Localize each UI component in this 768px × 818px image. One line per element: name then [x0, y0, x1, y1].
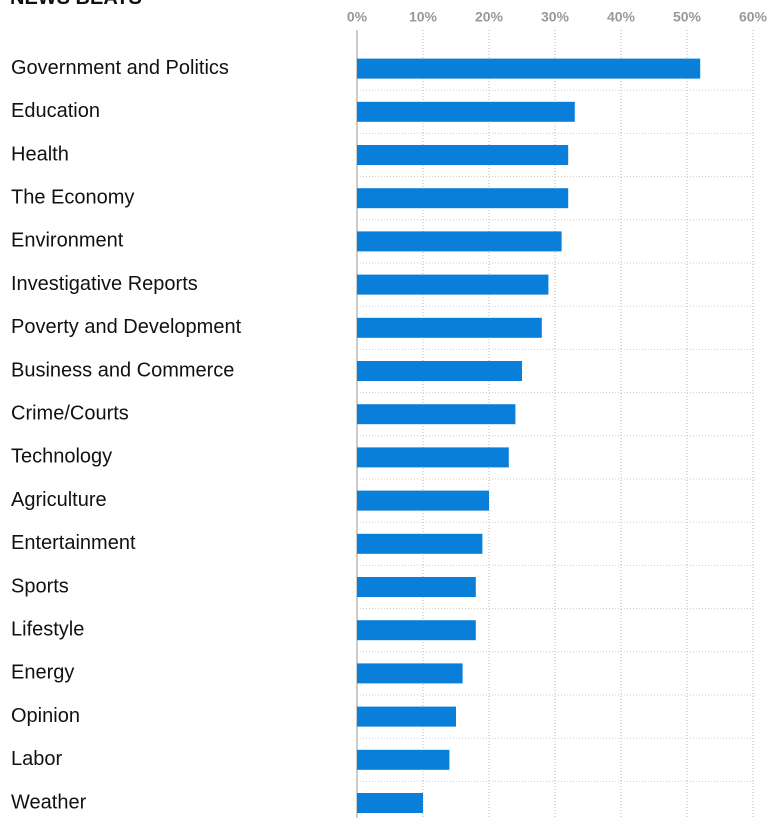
category-label: Labor: [11, 748, 62, 770]
bar: [357, 490, 489, 511]
category-label: Education: [11, 100, 100, 122]
category-label: The Economy: [11, 186, 134, 208]
category-label: Agriculture: [11, 489, 107, 511]
category-label: Health: [11, 143, 69, 165]
category-label: Government and Politics: [11, 57, 229, 79]
category-label: Business and Commerce: [11, 359, 234, 381]
category-label: Technology: [11, 446, 112, 468]
bar: [357, 188, 569, 209]
category-label: Sports: [11, 575, 69, 597]
category-label: Opinion: [11, 705, 80, 727]
bar: [357, 58, 701, 79]
category-label: Entertainment: [11, 532, 136, 554]
bar: [357, 101, 575, 122]
bar: [357, 663, 463, 684]
x-tick-label: 20%: [475, 9, 504, 25]
category-label: Investigative Reports: [11, 273, 198, 295]
x-tick-label: 30%: [541, 9, 570, 25]
bar: [357, 533, 483, 554]
bar: [357, 361, 522, 381]
x-tick-label: 50%: [673, 9, 702, 25]
bar: [357, 577, 476, 597]
bar: [357, 620, 476, 641]
bar: [357, 145, 569, 165]
x-tick-label: 0%: [347, 9, 368, 25]
category-label: Lifestyle: [11, 618, 84, 640]
bar: [357, 274, 549, 295]
bar: [357, 793, 423, 813]
category-label: Poverty and Development: [11, 316, 242, 338]
chart-title: NEWS BEATS: [10, 0, 142, 9]
bar: [357, 749, 450, 770]
x-tick-label: 60%: [739, 9, 768, 25]
bar: [357, 231, 562, 252]
category-label: Weather: [11, 791, 87, 813]
x-tick-label: 10%: [409, 9, 438, 25]
bar: [357, 706, 456, 727]
bar: [357, 404, 516, 425]
category-label: Energy: [11, 662, 74, 684]
bar: [357, 317, 542, 338]
bar: [357, 447, 509, 468]
category-label: Crime/Courts: [11, 402, 129, 424]
category-label: Environment: [11, 230, 124, 252]
x-tick-label: 40%: [607, 9, 636, 25]
